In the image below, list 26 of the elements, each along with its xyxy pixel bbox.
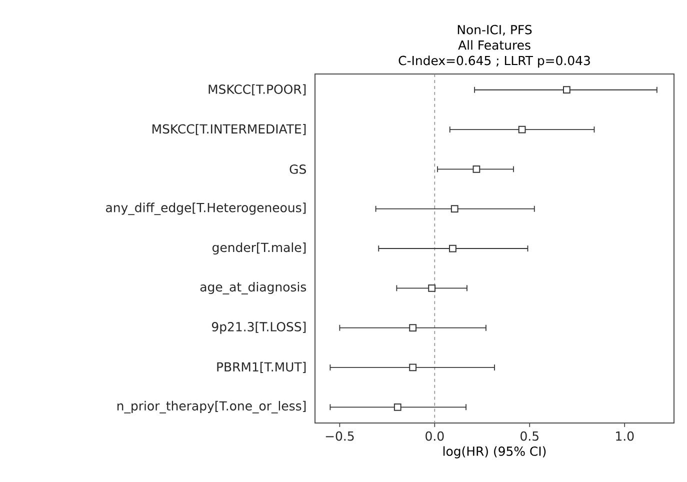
x-axis-title: log(HR) (95% CI) xyxy=(443,446,546,458)
x-tick-label: 1.0 xyxy=(616,431,634,441)
y-tick-label: MSKCC[T.POOR] xyxy=(208,84,306,96)
point xyxy=(449,244,456,252)
point xyxy=(409,364,417,372)
point xyxy=(394,403,402,411)
y-tick-label: n_prior_therapy[T.one_or_less] xyxy=(117,400,306,414)
text: C-Index=0.645 ; LLRT p=0.043 xyxy=(398,56,590,68)
point xyxy=(409,324,417,332)
y-tick-label: 9p21.3[T.LOSS] xyxy=(212,322,306,334)
chart-subtitle: All Features xyxy=(458,40,530,50)
point xyxy=(472,166,480,173)
chart-title: Non-ICI, PFS xyxy=(458,24,532,36)
point xyxy=(450,205,458,213)
y-tick-label: PBRM1[T.MUT] xyxy=(217,362,306,374)
y-tick-label: gender[T.male] xyxy=(212,242,306,255)
point xyxy=(428,284,436,292)
y-tick-label: MSKCC[T.INTERMEDIATE] xyxy=(152,124,306,136)
y-tick-label: age_at_diagnosis xyxy=(200,282,306,294)
y-tick-label: GS xyxy=(290,164,306,174)
x-tick-label: −0.5 xyxy=(326,431,354,441)
x-tick-label: 0.0 xyxy=(426,431,444,441)
point xyxy=(562,86,570,94)
y-tick-label: any_diff_edge[T.Heterogeneous] xyxy=(106,202,306,216)
point xyxy=(518,126,526,134)
x-tick-label: 0.5 xyxy=(520,431,538,441)
